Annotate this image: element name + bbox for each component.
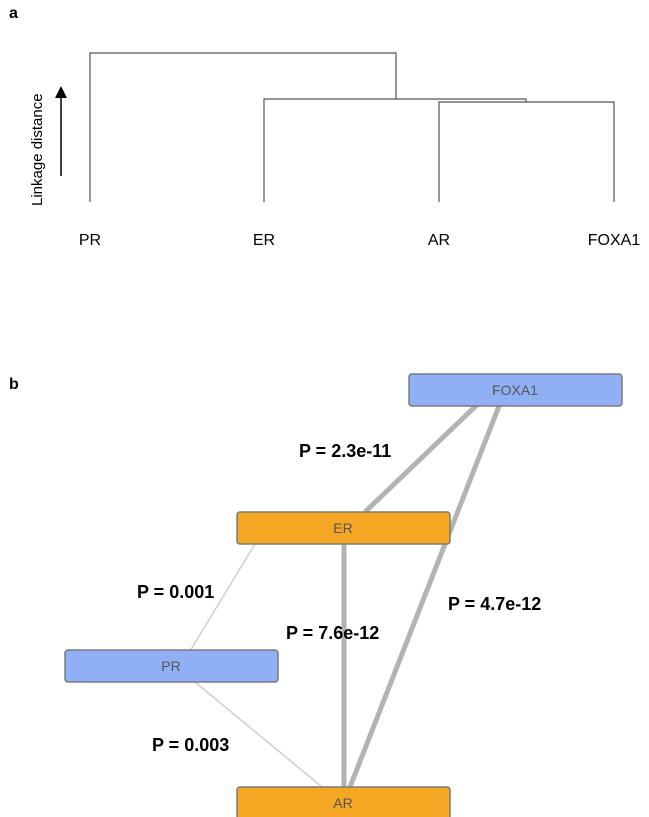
edge-pr-ar (194, 681, 323, 788)
node-foxa1: FOXA1 (408, 373, 623, 407)
network-nodes: FOXA1 ER PR AR (64, 373, 623, 817)
leaf-label-ar: AR (428, 232, 450, 249)
node-pr: PR (64, 649, 279, 683)
node-ar-box (236, 786, 451, 817)
p-label-er-foxa1: P = 2.3e-11 (299, 441, 391, 461)
panel-a-label: a (9, 5, 18, 22)
edge-er-pr (189, 543, 256, 652)
node-er-label: ER (333, 520, 352, 536)
node-ar-label: AR (333, 795, 352, 811)
edge-labels: P = 2.3e-11 P = 0.001 P = 7.6e-12 P = 4.… (137, 441, 541, 755)
axis-label: Linkage distance (29, 93, 46, 206)
dendrogram (89, 52, 615, 202)
p-label-er-pr: P = 0.001 (137, 582, 214, 602)
leaf-label-pr: PR (79, 232, 101, 249)
panel-b: b FOXA1 ER PR AR (9, 373, 623, 817)
branch-er-arfoxa1 (263, 98, 527, 202)
panel-a: a Linkage distance PR ER AR FOXA1 (9, 5, 640, 249)
node-er: ER (236, 511, 451, 545)
branch-root (89, 52, 397, 202)
node-ar: AR (236, 786, 451, 817)
panel-b-label: b (9, 376, 19, 393)
node-foxa1-label: FOXA1 (492, 382, 538, 398)
edge-ar-foxa1 (347, 377, 513, 788)
node-pr-label: PR (161, 658, 180, 674)
leaf-label-foxa1: FOXA1 (588, 232, 641, 249)
node-foxa1-box (408, 373, 623, 407)
network-edges (189, 376, 513, 788)
p-label-er-ar: P = 7.6e-12 (286, 623, 379, 643)
p-label-ar-foxa1: P = 4.7e-12 (448, 594, 541, 614)
p-label-pr-ar: P = 0.003 (152, 735, 229, 755)
node-pr-box (64, 649, 279, 683)
leaf-label-er: ER (253, 232, 275, 249)
node-er-box (236, 511, 451, 545)
branch-ar-foxa1 (438, 101, 615, 202)
